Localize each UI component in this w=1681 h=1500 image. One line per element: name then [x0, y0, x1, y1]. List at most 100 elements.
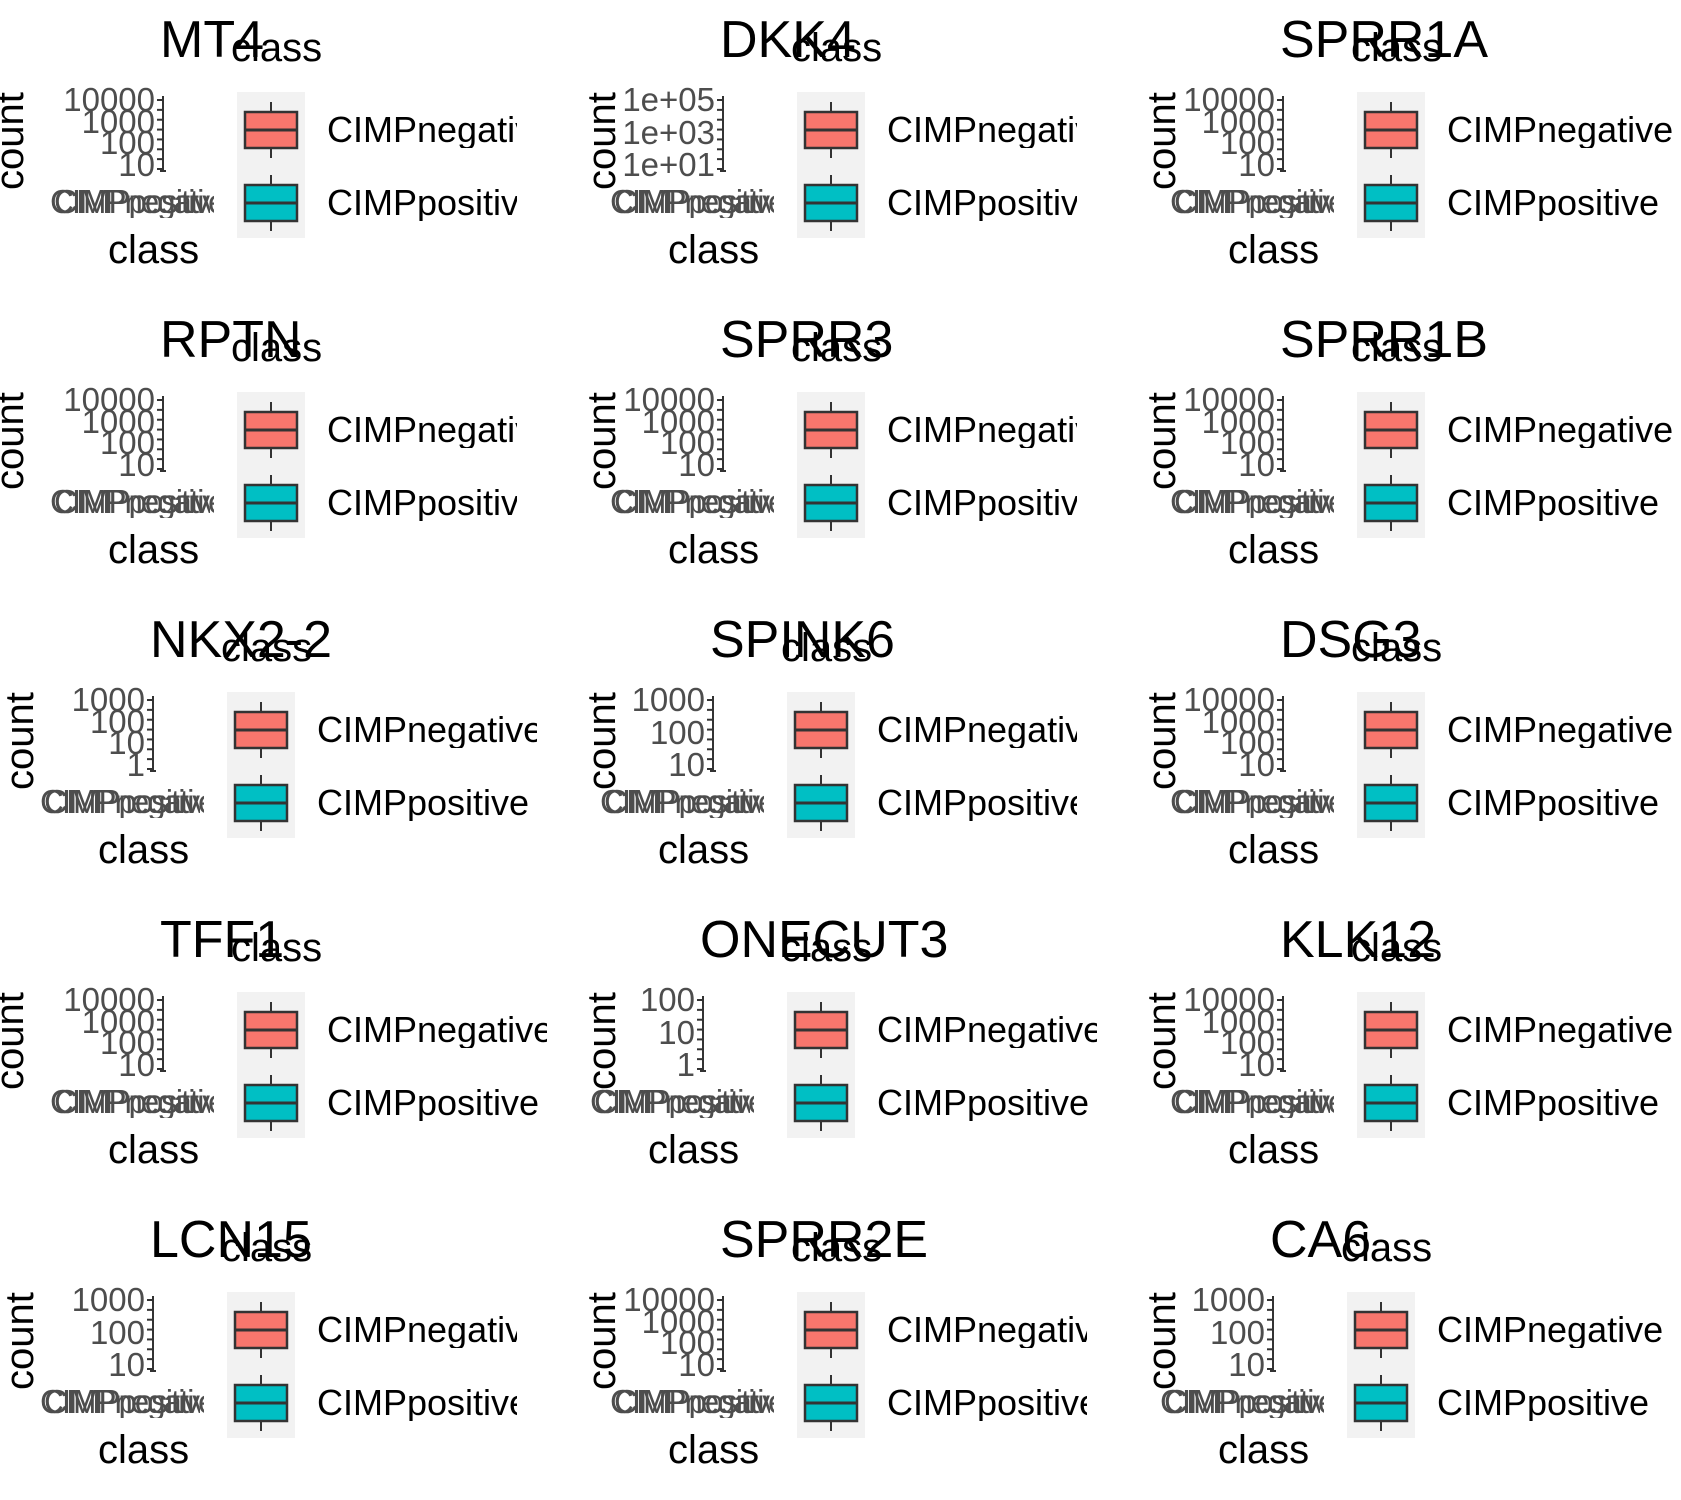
x-tick-label: CIMPnegative	[50, 1085, 210, 1118]
plot-title: RPTN	[160, 311, 302, 369]
x-axis-label: class	[1228, 528, 1320, 572]
x-tick-label: CIMPnegative	[1170, 485, 1330, 518]
x-tick-label: CIMPpositive	[1174, 785, 1334, 818]
legend-label: CIMPpositive	[327, 1085, 540, 1121]
panel-graphics	[147, 692, 295, 838]
legend-key-negative	[803, 102, 859, 158]
plot-title: CA6	[1270, 1211, 1372, 1269]
y-tick-label: 10	[108, 1346, 145, 1383]
legend-key-positive	[1363, 475, 1419, 531]
legend-key-negative	[243, 1002, 299, 1058]
y-tick-label: 1000	[71, 1281, 145, 1318]
y-tick-label: 100	[659, 1324, 715, 1362]
x-axis-label: class	[1228, 228, 1320, 272]
legend-key-positive	[803, 175, 859, 231]
legend-key-negative	[793, 1002, 849, 1058]
x-axis-label: class	[98, 1428, 190, 1472]
x-tick-label: CIMPnegative	[610, 485, 770, 518]
x-axis-label: class	[98, 828, 190, 872]
y-tick-label: 100	[649, 713, 705, 751]
legend-key-positive	[233, 1375, 289, 1431]
legend-label: CIMPpositive	[887, 485, 1077, 521]
x-axis-label: class	[658, 828, 750, 872]
x-tick-label: CIMPpositive	[614, 185, 774, 218]
y-tick-label: 100	[1219, 724, 1275, 762]
x-tick-label: CIMPnegative	[1170, 1085, 1330, 1118]
panel-tff1: count10000100010010CIMPnegativeCIMPposit…	[0, 900, 560, 1200]
legend-title: class	[231, 326, 323, 370]
panel-onecut3: count100101CIMPnegativeCIMPpositiveclass…	[560, 900, 1120, 1200]
plot-title: SPRR2E	[720, 1211, 929, 1269]
legend-label: CIMPnegative	[887, 1312, 1087, 1348]
y-tick-label: 10	[1238, 746, 1275, 783]
y-tick-label: 1000	[1201, 102, 1275, 140]
x-tick-label: CIMPnegative	[610, 1385, 770, 1418]
x-axis-label: class	[668, 528, 760, 572]
panel-spink6: count100010010CIMPnegativeCIMPpositivecl…	[560, 600, 1120, 900]
legend-label: CIMPpositive	[327, 485, 517, 521]
y-tick-label: 100	[89, 1313, 145, 1351]
y-tick-label: 10	[118, 1046, 155, 1083]
y-tick-label: 10	[678, 446, 715, 483]
panel-sprr1b: count10000100010010CIMPnegativeCIMPposit…	[1120, 300, 1680, 600]
y-tick-label: 1000	[1201, 402, 1275, 440]
x-axis-label: class	[108, 1128, 200, 1172]
x-tick-label: CIMPpositive	[604, 785, 764, 818]
x-tick-label: CIMPpositive	[44, 1385, 204, 1418]
y-tick-label: 1000	[81, 1002, 155, 1040]
legend-key-positive	[793, 1075, 849, 1131]
legend-label: CIMPpositive	[877, 785, 1077, 821]
y-tick-label: 10	[668, 746, 705, 783]
legend-key-positive	[803, 475, 859, 531]
legend-title: class	[221, 1226, 313, 1270]
y-tick-label: 10000	[1183, 681, 1275, 718]
panel-mt4: count10000100010010CIMPnegativeCIMPposit…	[0, 0, 560, 300]
panel-graphics	[1277, 92, 1425, 238]
y-tick-label: 100	[659, 424, 715, 462]
plot-title: SPRR1B	[1280, 311, 1489, 369]
x-tick-label: CIMPpositive	[1164, 1385, 1324, 1418]
panel-graphics	[1277, 692, 1425, 838]
x-tick-label: CIMPnegative	[610, 185, 770, 218]
y-tick-label: 10000	[1183, 381, 1275, 418]
panel-graphics	[707, 692, 855, 838]
legend-key-positive	[793, 775, 849, 831]
legend-label: CIMPpositive	[1447, 485, 1660, 521]
x-tick-label: CIMPnegative	[40, 785, 200, 818]
panel-nkx2-2: count1000100101CIMPnegativeCIMPpositivec…	[0, 600, 560, 900]
panel-dkk4: count1e+051e+031e+01CIMPnegativeCIMPposi…	[560, 0, 1120, 300]
x-tick-label: CIMPpositive	[1174, 485, 1334, 518]
legend-key-positive	[243, 175, 299, 231]
legend-title: class	[1351, 326, 1443, 370]
y-tick-label: 1000	[631, 681, 705, 718]
panel-graphics	[697, 992, 855, 1138]
legend-key-positive	[1353, 1375, 1409, 1431]
y-tick-label: 100	[1219, 424, 1275, 462]
y-tick-label: 1	[126, 746, 145, 783]
panel-rptn: count10000100010010CIMPnegativeCIMPposit…	[0, 300, 560, 600]
y-tick-label: 100	[1209, 1313, 1265, 1351]
legend-key-negative	[793, 702, 849, 758]
plot-title: SPRR1A	[1280, 11, 1489, 69]
x-axis-label: class	[648, 1128, 740, 1172]
x-axis-label: class	[1228, 1128, 1320, 1172]
legend-key-negative	[1363, 1002, 1419, 1058]
legend-label: CIMPpositive	[1447, 185, 1660, 221]
y-tick-label: 10000	[623, 381, 715, 418]
plot-title: NKX2-2	[150, 611, 333, 669]
legend-label: CIMPpositive	[877, 1085, 1090, 1121]
legend-label: CIMPnegative	[887, 412, 1077, 448]
legend-key-negative	[1353, 1302, 1409, 1358]
legend-label: CIMPnegative	[1447, 712, 1674, 748]
y-tick-label: 10	[118, 446, 155, 483]
y-tick-label: 1000	[71, 681, 145, 718]
legend-label: CIMPpositive	[1447, 785, 1660, 821]
y-tick-label: 10	[658, 1013, 695, 1051]
y-tick-label: 10000	[1183, 981, 1275, 1018]
y-tick-label: 100	[1219, 124, 1275, 162]
legend-label: CIMPnegative	[327, 1012, 547, 1048]
legend-label: CIMPnegative	[327, 112, 517, 148]
y-tick-label: 1	[676, 1046, 695, 1083]
legend-title: class	[1341, 1226, 1433, 1270]
